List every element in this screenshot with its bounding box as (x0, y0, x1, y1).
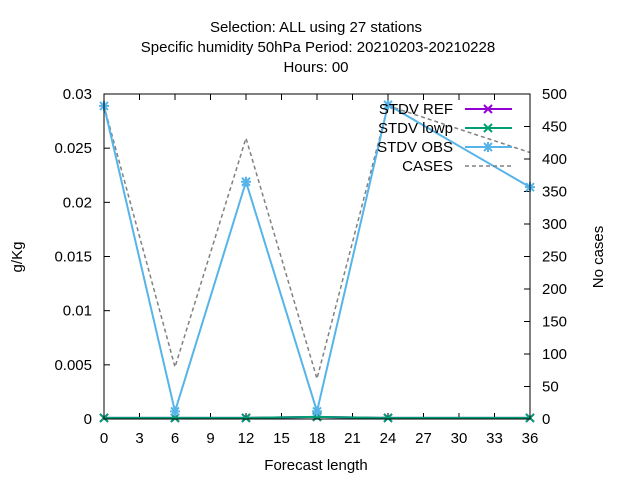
y2-axis-label: No cases (590, 226, 607, 289)
y2-tick-label: 350 (542, 184, 567, 201)
y-tick-label: 0.015 (54, 249, 92, 266)
y-axis-label: g/Kg (9, 242, 26, 273)
x-tick-label: 24 (380, 430, 397, 447)
y2-tick-label: 400 (542, 151, 567, 168)
axis-ticks: 0 3 6 9 12 15 18 21 24 27 30 33 3600.0050.010.0150.0… (54, 86, 567, 447)
series-line (103, 104, 531, 382)
x-tick-label: 9 (206, 430, 214, 447)
y2-tick-label: 50 (542, 379, 559, 396)
series-line (104, 415, 530, 419)
legend-label: CASES (402, 158, 453, 175)
chart-title-line-2: Specific humidity 50hPa Period: 20210203… (141, 39, 495, 56)
legend-marker (483, 123, 493, 133)
legend-label: STDV REF (379, 101, 453, 118)
x-tick-label: 12 (238, 430, 255, 447)
x-axis-label: Forecast length (264, 457, 367, 474)
y-tick-label: 0.01 (63, 303, 92, 320)
chart-title-line-1: Selection: ALL using 27 stations (210, 19, 422, 36)
y2-tick-label: 250 (542, 249, 567, 266)
y2-tick-label: 300 (542, 216, 567, 233)
x-tick-label: 36 (522, 430, 539, 447)
y-tick-label: 0.005 (54, 357, 92, 374)
data-point (383, 99, 393, 110)
chart-title-line-3: Hours: 00 (283, 59, 348, 76)
legend-label: STDV OBS (377, 139, 453, 156)
x-tick-label: 6 (171, 430, 179, 447)
x-tick-label: 0 (100, 430, 108, 447)
y-tick-label: 0.03 (63, 86, 92, 103)
x-tick-label: 27 (415, 430, 432, 447)
plot-frame (103, 93, 531, 420)
series-line (103, 103, 531, 416)
data-point (312, 406, 322, 417)
x-tick-label: 30 (451, 430, 468, 447)
data-point (241, 176, 251, 187)
legend-marker (483, 104, 493, 114)
x-tick-label: 3 (135, 430, 143, 447)
legend-marker (483, 142, 493, 152)
x-tick-label: 33 (486, 430, 503, 447)
y2-tick-label: 100 (542, 346, 567, 363)
y-tick-label: 0.025 (54, 140, 92, 157)
legend-label: STDV lowp (378, 120, 453, 137)
data-point (170, 406, 180, 417)
y2-tick-label: 200 (542, 281, 567, 298)
x-tick-label: 21 (344, 430, 361, 447)
y-tick-label: 0 (84, 411, 92, 428)
y-tick-label: 0.02 (63, 194, 92, 211)
y2-tick-label: 0 (542, 411, 550, 428)
data-point (383, 413, 393, 423)
y2-tick-label: 150 (542, 314, 567, 331)
y2-tick-label: 450 (542, 119, 567, 136)
x-tick-label: 15 (273, 430, 290, 447)
legend: STDV REF STDV lowp STDV OBS CASES (377, 101, 512, 175)
data-point (241, 413, 251, 423)
series-cases (103, 104, 531, 382)
plot-series (99, 99, 535, 423)
x-tick-label: 18 (309, 430, 326, 447)
y2-tick-label: 500 (542, 86, 567, 103)
